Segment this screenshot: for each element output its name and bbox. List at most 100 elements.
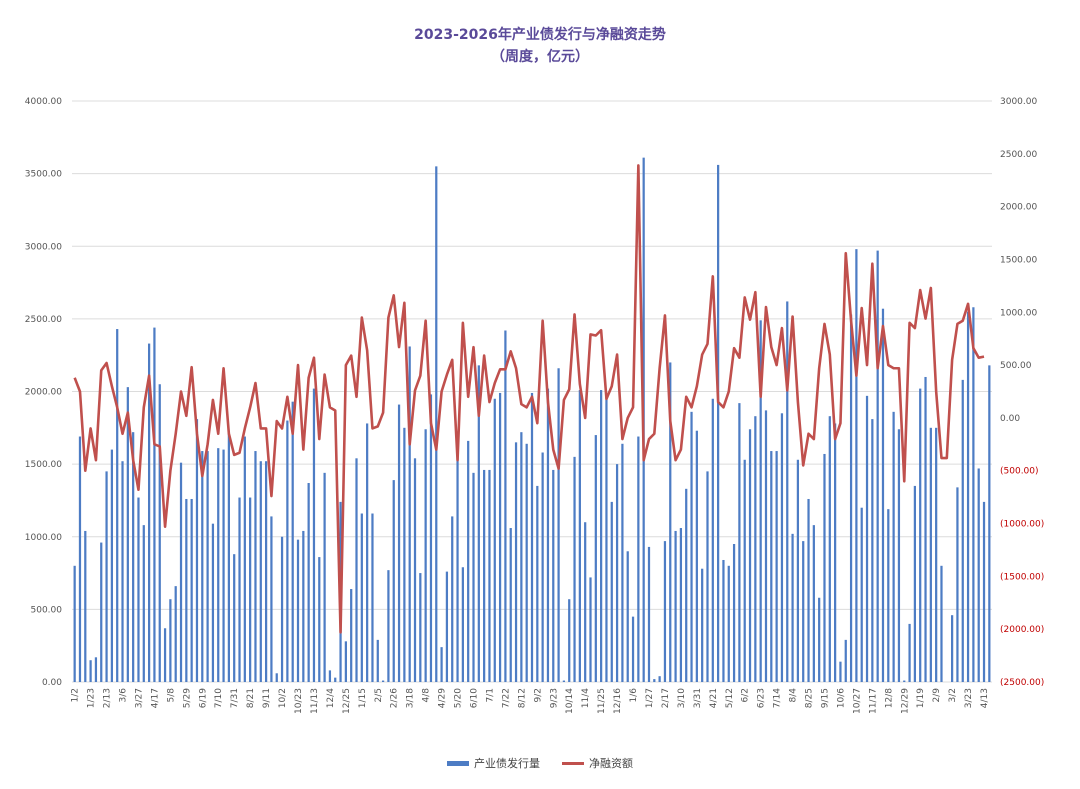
issuance-bar [89, 660, 92, 682]
legend-label-issuance: 产业债发行量 [474, 757, 540, 770]
issuance-bar [748, 429, 752, 682]
issuance-bar [84, 530, 87, 682]
issuance-bar [610, 501, 613, 682]
issuance-bar [732, 544, 736, 682]
x-axis-tick-label: 3/10 [677, 688, 687, 708]
issuance-bar [137, 497, 140, 682]
issuance-bar [924, 376, 927, 682]
x-axis-tick-label: 6/10 [470, 688, 480, 708]
x-axis-tick-label: 7/10 [214, 688, 224, 708]
issuance-bar [371, 513, 374, 682]
issuance-bar [855, 249, 858, 682]
issuance-bar [695, 430, 698, 682]
x-axis-tick-label: 10/27 [852, 688, 862, 714]
issuance-bar [770, 451, 773, 682]
x-axis-tick-label: 7/22 [501, 688, 511, 708]
x-axis-tick-label: 4/17 [150, 688, 160, 708]
issuance-bar [307, 483, 310, 682]
issuance-bar [573, 456, 576, 682]
issuance-bar [812, 525, 815, 682]
issuance-bar [669, 362, 672, 682]
right-axis-tick-label: 2500.00 [1000, 150, 1037, 160]
issuance-bar [865, 395, 869, 682]
issuance-bar [233, 554, 236, 682]
issuance-bar [940, 565, 943, 682]
right-axis-tick-label: (500.00) [1000, 467, 1039, 477]
issuance-bar [631, 616, 635, 682]
right-axis-tick-label: 3000.00 [1000, 97, 1037, 107]
x-axis-tick-label: 6/2 [741, 688, 751, 702]
x-axis-tick-label: 12/8 [884, 688, 894, 708]
issuance-bar [477, 365, 480, 682]
issuance-bar [525, 443, 528, 682]
issuance-bar [530, 392, 534, 682]
issuance-bar [142, 525, 145, 682]
x-axis-tick-label: 8/4 [789, 688, 799, 703]
issuance-bar [413, 458, 417, 682]
x-axis-tick-label: 7/31 [230, 688, 240, 708]
left-axis-tick-label: 3000.00 [25, 242, 62, 252]
issuance-bar [498, 392, 502, 682]
x-axis-tick-label: 8/12 [517, 688, 527, 708]
x-axis-tick-label: 4/29 [438, 688, 448, 708]
issuance-bar [972, 307, 975, 682]
right-axis-tick-label: 500.00 [1000, 361, 1032, 371]
issuance-bar [897, 429, 901, 682]
x-axis-tick-label: 4/21 [709, 688, 719, 708]
issuance-bar [249, 497, 252, 682]
issuance-bar [780, 413, 784, 682]
issuance-bar [206, 451, 209, 682]
issuance-bar [966, 311, 970, 682]
issuance-bar [982, 501, 986, 682]
issuance-bar [663, 541, 667, 682]
x-axis-tick-label: 3/23 [964, 688, 974, 708]
x-axis-tick-label: 12/25 [342, 688, 352, 714]
issuance-bar [956, 487, 959, 682]
x-axis-tick-label: 12/29 [900, 688, 910, 714]
issuance-bar [759, 320, 762, 682]
issuance-bar [647, 546, 651, 682]
issuance-bar [392, 480, 395, 682]
issuance-bar [163, 628, 167, 682]
x-axis-tick-label: 3/2 [948, 688, 958, 702]
issuance-bar [685, 488, 688, 682]
x-axis-tick-label: 3/31 [693, 688, 703, 708]
issuance-bar [881, 308, 885, 682]
issuance-bar [600, 390, 603, 682]
issuance-bar [743, 459, 746, 682]
issuance-bar [594, 435, 597, 682]
x-axis-tick-label: 6/19 [198, 688, 208, 708]
issuance-bar [615, 464, 619, 682]
left-axis-tick-label: 500.00 [31, 605, 63, 615]
issuance-bar [844, 639, 847, 682]
issuance-bar [350, 589, 353, 682]
issuance-bar [509, 528, 512, 682]
issuance-bar [472, 472, 475, 682]
right-axis-tick-label: (2000.00) [1000, 625, 1044, 635]
issuance-bar [254, 451, 257, 682]
legend-item-issuance: 产业债发行量 [447, 755, 540, 771]
issuance-bar [217, 448, 220, 682]
issuance-bar [536, 485, 539, 682]
issuance-bar [988, 365, 991, 682]
issuance-bar [802, 541, 805, 682]
x-axis-tick-label: 12/4 [326, 688, 336, 708]
issuance-bar [791, 533, 794, 682]
issuance-bar [754, 416, 757, 682]
issuance-bar [717, 164, 720, 682]
right-axis-tick-label: 1000.00 [1000, 308, 1037, 318]
left-axis-tick-label: 0.00 [42, 678, 62, 688]
issuance-bar [429, 394, 433, 682]
issuance-bar [568, 599, 571, 682]
issuance-bar [280, 536, 284, 682]
issuance-bar [275, 673, 278, 682]
issuance-bar [185, 498, 188, 682]
issuance-bar [658, 676, 661, 682]
issuance-bar [674, 530, 677, 682]
right-axis-tick-label: 0.00 [1000, 414, 1020, 424]
issuance-bar [605, 394, 608, 682]
issuance-bar [727, 565, 730, 682]
issuance-bar [190, 498, 193, 682]
x-axis-tick-label: 5/8 [166, 688, 176, 703]
